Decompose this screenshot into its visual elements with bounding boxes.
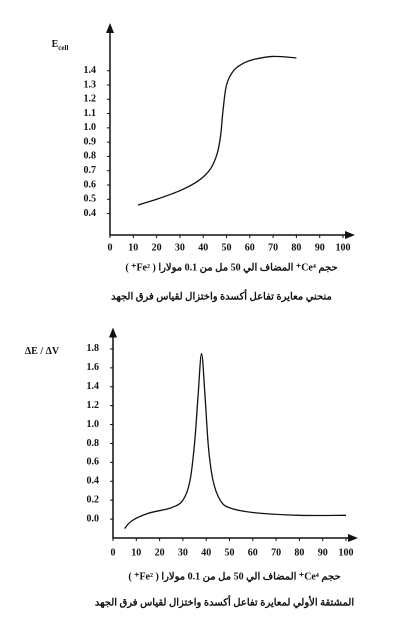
curve (137, 55, 297, 206)
x-tick-label: 50 (225, 547, 235, 558)
x-tick-label: 90 (315, 242, 325, 253)
x-tick-label: 60 (248, 547, 258, 558)
y-tick-label: 0.2 (87, 494, 100, 505)
x-tick-label: 80 (294, 547, 304, 558)
caption: المشتقة الأولي لمعايرة تفاعل أكسدة واختز… (95, 595, 354, 608)
axis (109, 27, 351, 236)
y-tick-label: 0.0 (87, 513, 100, 524)
y-tick-label: 1.2 (87, 400, 100, 411)
y-axis-label-sub: cell (58, 44, 68, 52)
y-axis-label: Ecell (52, 39, 69, 51)
y-tick-label: 0.8 (87, 438, 100, 449)
y-tick-label: 0.9 (84, 136, 97, 147)
x-tick-label: 70 (268, 242, 278, 253)
x-tick-label: 0 (111, 547, 116, 558)
y-tick-label: 0.8 (84, 151, 97, 162)
y-tick-label: 0.7 (84, 165, 97, 176)
x-tick-label: 30 (175, 242, 185, 253)
x-tick-label: 30 (178, 547, 188, 558)
x-tick-label: 40 (198, 242, 208, 253)
axis-arrow (106, 23, 114, 33)
x-tick-label: 40 (201, 547, 211, 558)
x-axis-label: حجم Ce⁴⁺ المضاف الي 50 مل من 0.1 مولارا … (128, 571, 340, 582)
y-tick-label: 1.8 (87, 343, 100, 354)
y-tick-label: 0.4 (84, 208, 97, 219)
y-tick-label: 0.5 (84, 194, 97, 205)
y-tick-label: 0.6 (84, 179, 97, 190)
x-tick-label: 100 (336, 242, 351, 253)
y-tick-label: 1.0 (87, 419, 100, 430)
x-tick-label: 20 (155, 547, 165, 558)
y-axis-label: ΔE / ΔV (25, 346, 60, 357)
y-axis-label-main: E (52, 39, 59, 50)
y-tick-label: 1.6 (87, 362, 100, 373)
y-tick-label: 1.4 (84, 65, 97, 76)
x-axis-label: حجم Ce⁴⁺ المضاف الي 50 مل من 0.1 مولارا … (125, 262, 337, 273)
x-tick-label: 10 (128, 242, 138, 253)
y-tick-label: 1.3 (84, 79, 97, 90)
curve (124, 353, 347, 529)
x-tick-label: 70 (271, 547, 281, 558)
x-tick-label: 80 (291, 242, 301, 253)
axis (112, 331, 354, 539)
axis-arrow (109, 327, 117, 338)
y-tick-label: 1.2 (84, 94, 97, 105)
x-tick-label: 20 (152, 242, 162, 253)
x-tick-label: 90 (318, 547, 328, 558)
y-tick-label: 1.1 (84, 108, 97, 119)
y-tick-label: 0.6 (87, 457, 100, 468)
x-tick-label: 0 (108, 242, 113, 253)
x-tick-label: 10 (131, 547, 141, 558)
axis-arrow (345, 231, 355, 239)
x-tick-label: 60 (245, 242, 255, 253)
y-tick-label: 1.0 (84, 122, 97, 133)
y-tick-label: 1.4 (87, 381, 100, 392)
y-axis-label-main: ΔE / ΔV (25, 346, 60, 357)
caption: منحني معايرة تفاعل أكسدة واختزال لقياس ف… (111, 289, 332, 302)
x-tick-label: 100 (339, 547, 354, 558)
x-tick-label: 50 (222, 242, 232, 253)
y-tick-label: 0.4 (87, 476, 100, 487)
axis-arrow (348, 534, 358, 542)
